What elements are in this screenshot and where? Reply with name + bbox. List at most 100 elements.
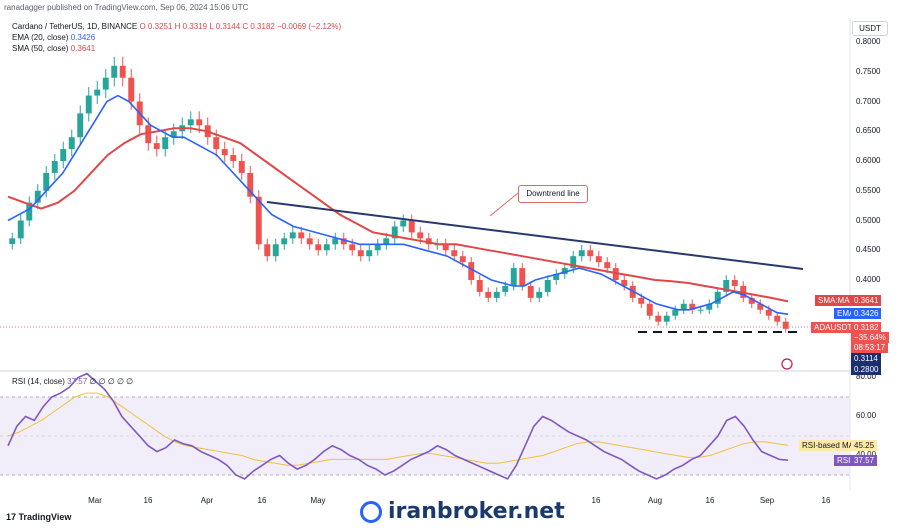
ohlc-values: O 0.3251 H 0.3319 L 0.3144 C 0.3182 −0.0… — [139, 22, 342, 31]
candle-body — [17, 220, 24, 239]
candle-body — [145, 125, 152, 144]
tradingview-logo: 17 TradingView — [6, 512, 71, 522]
price-tick: 0.7500 — [856, 66, 881, 76]
symbol-legend: Cardano / TetherUS, 1D, BINANCE O 0.3251… — [12, 22, 341, 31]
candle-body — [782, 321, 789, 329]
candle-body — [595, 256, 602, 263]
candle-body — [366, 250, 373, 257]
alert-icon[interactable] — [781, 358, 793, 370]
sma-legend-value: 0.3641 — [70, 44, 96, 53]
candle-body — [264, 244, 271, 257]
ema-legend-value: 0.3426 — [70, 33, 96, 42]
price-tick: 0.6500 — [856, 126, 881, 136]
support-tag: 0.3114 — [851, 353, 881, 364]
price-tick: 0.5000 — [856, 215, 881, 225]
candle-body — [646, 303, 653, 316]
candle-body — [77, 113, 84, 138]
rsi-ma-line — [7, 392, 789, 466]
candle-body — [527, 285, 534, 298]
time-tick: Apr — [200, 496, 214, 505]
candle-body — [731, 280, 738, 286]
candle-body — [570, 256, 577, 269]
candle-body — [519, 268, 526, 286]
rsi-tick: 80.00 — [856, 372, 877, 381]
candle-body — [357, 250, 364, 257]
price-tag: 0.3182 — [851, 322, 882, 333]
candle-body — [578, 250, 585, 257]
candle-body — [391, 226, 398, 239]
symbol-title: Cardano / TetherUS, 1D, BINANCE — [12, 22, 138, 31]
candle-body — [187, 119, 194, 126]
candle-body — [485, 291, 492, 298]
candle-body — [111, 65, 118, 78]
candle-body — [153, 143, 160, 150]
candle-body — [247, 172, 254, 197]
candle-body — [621, 280, 628, 286]
rsi-legend-label: RSI (14, close) — [12, 377, 65, 386]
candle-body — [383, 238, 390, 245]
ema20-line — [7, 94, 789, 315]
rsi-line — [7, 372, 789, 480]
candle-body — [68, 137, 75, 150]
candle-body — [272, 244, 279, 257]
rsi-legend: RSI (14, close) 37.57 ∅ ∅ ∅ ∅ ∅ — [12, 377, 133, 386]
watermark-text: iranbroker.net — [388, 499, 565, 524]
candle-body — [604, 262, 611, 269]
candle-body — [340, 238, 347, 245]
time-tick: 16 — [591, 496, 601, 505]
candle-body — [400, 220, 407, 227]
price-tick: 0.4500 — [856, 245, 881, 255]
time-tick: Aug — [647, 496, 663, 505]
candle-body — [417, 232, 424, 239]
rsi-legend-value: 37.57 — [67, 377, 88, 386]
downtrend-annotation[interactable]: Downtrend line — [518, 185, 588, 203]
candle-body — [544, 280, 551, 292]
ema-legend-label: EMA (20, close) — [12, 33, 69, 42]
candle-body — [723, 280, 730, 292]
candle-body — [638, 297, 645, 304]
candle-body — [306, 238, 313, 245]
ema-tag-value: 0.3426 — [851, 308, 882, 319]
candle-body — [612, 268, 619, 280]
candle-body — [502, 285, 509, 292]
candle-body — [655, 315, 662, 322]
watermark: iranbroker.net — [360, 499, 565, 524]
sma-legend: SMA (50, close) 0.3641 — [12, 44, 95, 53]
candle-body — [349, 244, 356, 251]
candle-body — [425, 238, 432, 245]
candle-body — [459, 256, 466, 263]
candle-body — [94, 89, 101, 96]
candle-body — [493, 291, 500, 298]
rsi-tag-label: RSI — [834, 455, 854, 466]
candle-body — [536, 291, 543, 298]
publish-info: ranadagger published on TradingView.com,… — [4, 3, 249, 12]
tv-logo-text: TradingView — [18, 512, 72, 522]
sma50-line — [7, 127, 789, 303]
candle-body — [323, 244, 330, 251]
price-tick: 0.7000 — [856, 96, 881, 106]
candle-body — [706, 303, 713, 310]
candlestick-series — [9, 56, 789, 333]
time-tick: May — [310, 496, 326, 505]
candle-body — [714, 291, 721, 304]
downtrend-line[interactable] — [266, 201, 804, 270]
candle-body — [765, 309, 772, 316]
candle-body — [230, 155, 237, 161]
time-tick: 16 — [143, 496, 153, 505]
rsi-ma-tag-label: RSI-based MA — [799, 440, 858, 451]
time-tick: Sep — [759, 496, 775, 505]
candle-body — [170, 131, 177, 138]
candle-body — [748, 297, 755, 304]
ema-legend: EMA (20, close) 0.3426 — [12, 33, 95, 42]
candle-body — [51, 161, 58, 173]
candle-body — [315, 244, 322, 251]
currency-button[interactable]: USDT — [852, 21, 888, 36]
time-tick: Mar — [88, 496, 102, 505]
candle-body — [468, 262, 475, 280]
candle-body — [451, 250, 458, 257]
candle-body — [162, 137, 169, 150]
time-tick: 16 — [257, 496, 267, 505]
candle-body — [128, 77, 135, 102]
candle-body — [26, 202, 33, 221]
